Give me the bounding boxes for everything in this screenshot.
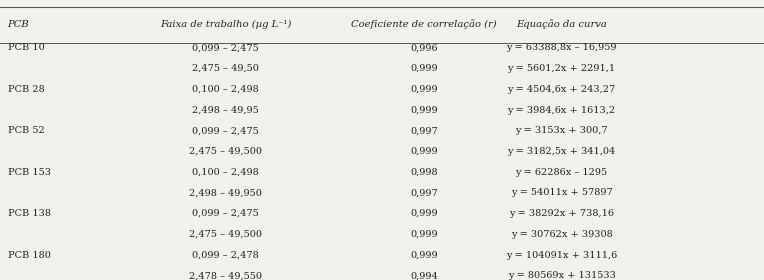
- Text: y = 104091x + 3111,6: y = 104091x + 3111,6: [506, 251, 617, 260]
- Text: y = 80569x + 131533: y = 80569x + 131533: [507, 271, 616, 280]
- Text: y = 38292x + 738,16: y = 38292x + 738,16: [509, 209, 614, 218]
- Text: y = 62286x – 1295: y = 62286x – 1295: [516, 168, 607, 177]
- Text: y = 63388,8x – 16,959: y = 63388,8x – 16,959: [507, 43, 617, 52]
- Text: 0,099 – 2,475: 0,099 – 2,475: [192, 43, 259, 52]
- Text: 0,099 – 2,475: 0,099 – 2,475: [192, 209, 259, 218]
- Text: y = 5601,2x + 2291,1: y = 5601,2x + 2291,1: [507, 64, 616, 73]
- Text: y = 3984,6x + 1613,2: y = 3984,6x + 1613,2: [507, 106, 616, 115]
- Text: 0,999: 0,999: [410, 147, 438, 156]
- Text: 0,100 – 2,498: 0,100 – 2,498: [192, 85, 259, 94]
- Text: 0,999: 0,999: [410, 106, 438, 115]
- Text: PCB 180: PCB 180: [8, 251, 50, 260]
- Text: PCB 153: PCB 153: [8, 168, 50, 177]
- Text: y = 3153x + 300,7: y = 3153x + 300,7: [515, 126, 608, 135]
- Text: 2,475 – 49,500: 2,475 – 49,500: [189, 147, 262, 156]
- Text: 0,994: 0,994: [410, 271, 438, 280]
- Text: Coeficiente de correlação (r): Coeficiente de correlação (r): [351, 20, 497, 29]
- Text: 0,999: 0,999: [410, 251, 438, 260]
- Text: 2,478 – 49,550: 2,478 – 49,550: [189, 271, 262, 280]
- Text: 0,996: 0,996: [410, 43, 438, 52]
- Text: 2,475 – 49,50: 2,475 – 49,50: [192, 64, 259, 73]
- Text: 2,498 – 49,950: 2,498 – 49,950: [189, 188, 262, 197]
- Text: y = 54011x + 57897: y = 54011x + 57897: [510, 188, 613, 197]
- Text: PCB 52: PCB 52: [8, 126, 44, 135]
- Text: 0,997: 0,997: [410, 126, 438, 135]
- Text: Equação da curva: Equação da curva: [516, 20, 607, 29]
- Text: 0,999: 0,999: [410, 209, 438, 218]
- Text: 0,100 – 2,498: 0,100 – 2,498: [192, 168, 259, 177]
- Text: 0,999: 0,999: [410, 64, 438, 73]
- Text: PCB 138: PCB 138: [8, 209, 50, 218]
- Text: 0,999: 0,999: [410, 85, 438, 94]
- Text: 0,997: 0,997: [410, 188, 438, 197]
- Text: y = 3182,5x + 341,04: y = 3182,5x + 341,04: [507, 147, 616, 156]
- Text: 2,475 – 49,500: 2,475 – 49,500: [189, 230, 262, 239]
- Text: 2,498 – 49,95: 2,498 – 49,95: [192, 106, 259, 115]
- Text: 0,099 – 2,475: 0,099 – 2,475: [192, 126, 259, 135]
- Text: PCB 28: PCB 28: [8, 85, 44, 94]
- Text: Faixa de trabalho (µg L⁻¹): Faixa de trabalho (µg L⁻¹): [160, 20, 291, 29]
- Text: 0,998: 0,998: [410, 168, 438, 177]
- Text: PCB 10: PCB 10: [8, 43, 44, 52]
- Text: y = 30762x + 39308: y = 30762x + 39308: [510, 230, 613, 239]
- Text: PCB: PCB: [8, 20, 29, 29]
- Text: 0,099 – 2,478: 0,099 – 2,478: [192, 251, 259, 260]
- Text: y = 4504,6x + 243,27: y = 4504,6x + 243,27: [507, 85, 616, 94]
- Text: 0,999: 0,999: [410, 230, 438, 239]
